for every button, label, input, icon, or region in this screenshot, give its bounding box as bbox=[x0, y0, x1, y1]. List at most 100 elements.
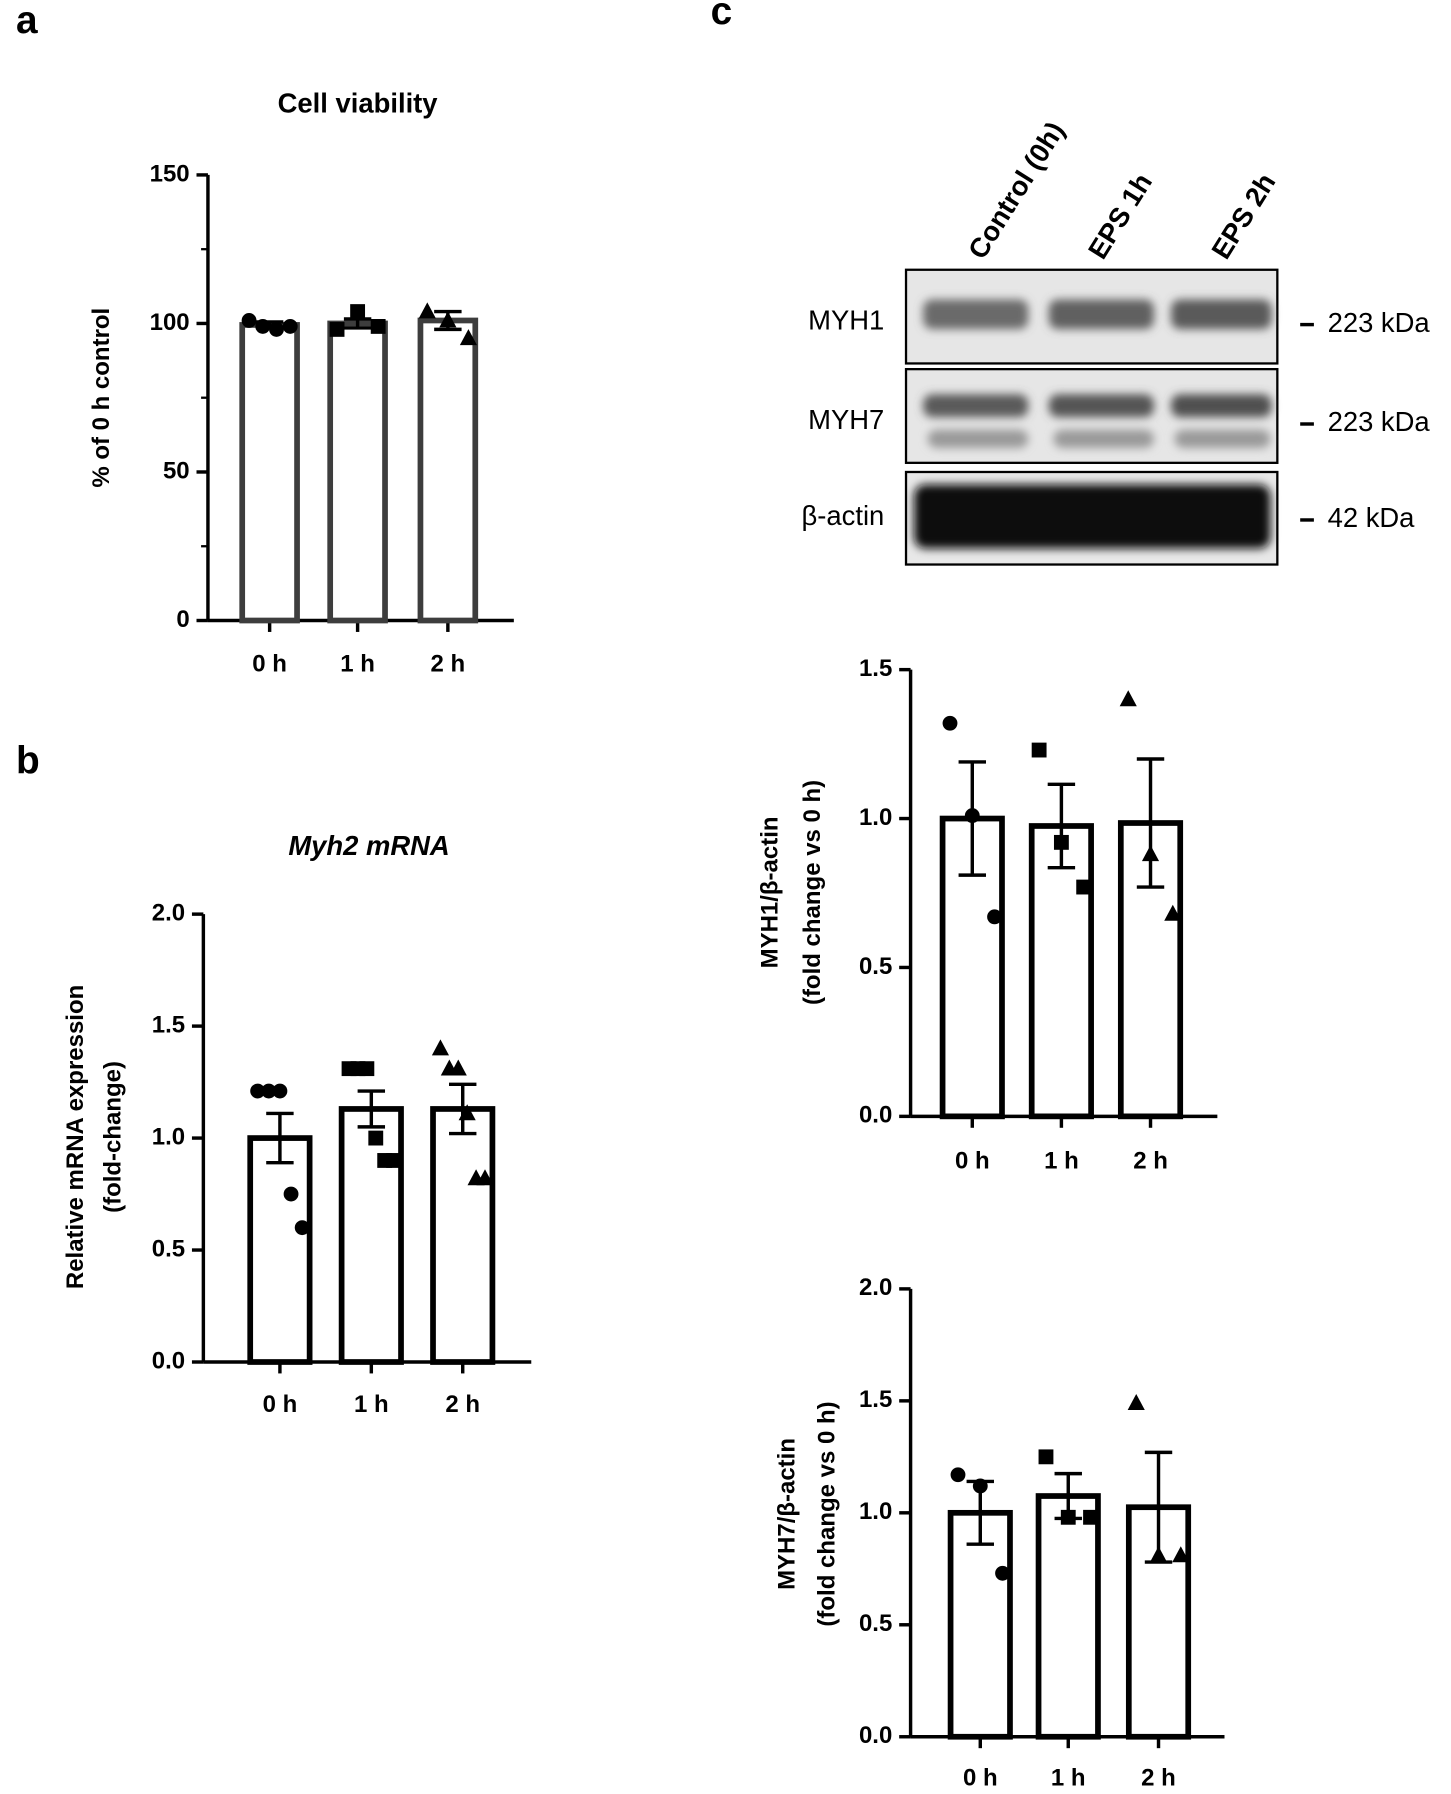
x-tick-label: 2 h bbox=[445, 1391, 480, 1418]
y-tick-label: 50 bbox=[163, 457, 190, 484]
bar bbox=[1028, 823, 1094, 1120]
data-point bbox=[269, 321, 284, 337]
panel-label: a bbox=[16, 0, 38, 42]
data-point bbox=[431, 1039, 450, 1056]
band-size: 223 kDa bbox=[1328, 307, 1431, 338]
x-tick-label: 0 h bbox=[955, 1147, 990, 1174]
y-tick-label: 2.0 bbox=[859, 1274, 892, 1301]
y-tick-label: 0.5 bbox=[859, 953, 892, 980]
lane-label: EPS 1h bbox=[1082, 168, 1158, 265]
data-point bbox=[255, 318, 271, 334]
data-point bbox=[476, 1169, 494, 1186]
data-point bbox=[1119, 690, 1137, 707]
chart-title: Cell viability bbox=[278, 87, 439, 118]
y-axis-label: MYH7/β-actin bbox=[774, 1438, 801, 1590]
y-axis-label: % of 0 h control bbox=[88, 308, 115, 488]
data-point bbox=[987, 909, 1002, 925]
band bbox=[1053, 429, 1154, 448]
y-tick-label: 150 bbox=[150, 160, 190, 187]
bar bbox=[327, 320, 388, 624]
band-name: MYH7 bbox=[808, 404, 884, 435]
y-tick-label: 0 bbox=[176, 606, 189, 633]
data-point bbox=[995, 1565, 1010, 1581]
band-size: 42 kDa bbox=[1328, 502, 1416, 533]
y-tick-label: 0.5 bbox=[859, 1610, 892, 1637]
panel-label: b bbox=[16, 740, 40, 783]
error-bar bbox=[266, 1111, 294, 1165]
error-bar bbox=[449, 1082, 477, 1136]
bar bbox=[430, 1106, 496, 1365]
x-tick-label: 2 h bbox=[431, 650, 466, 677]
data-point bbox=[368, 1130, 384, 1146]
data-point bbox=[1031, 742, 1047, 758]
band bbox=[1048, 394, 1154, 418]
y-axis-label: (fold change vs 0 h) bbox=[814, 1401, 841, 1626]
y-tick-label: 2.0 bbox=[152, 899, 185, 926]
data-point bbox=[241, 313, 257, 328]
band bbox=[923, 299, 1029, 330]
error-bar bbox=[357, 1089, 386, 1129]
y-tick-label: 1.0 bbox=[859, 1498, 892, 1525]
bar bbox=[338, 1106, 404, 1365]
data-point bbox=[1172, 1546, 1190, 1563]
blot-bands bbox=[914, 299, 1272, 549]
data-point bbox=[1127, 1393, 1145, 1410]
lane-label: EPS 2h bbox=[1205, 168, 1281, 265]
y-tick-label: 1.0 bbox=[859, 804, 892, 831]
band bbox=[1171, 299, 1272, 330]
data-point bbox=[250, 1083, 266, 1099]
data-point bbox=[964, 808, 980, 823]
bar bbox=[1035, 1493, 1101, 1740]
data-point bbox=[1141, 845, 1160, 862]
data-point bbox=[1164, 904, 1182, 921]
data-point bbox=[418, 302, 436, 319]
data-point bbox=[1149, 1546, 1168, 1563]
lane-label: Control (0h) bbox=[962, 116, 1071, 264]
y-tick-label: 0.5 bbox=[152, 1235, 185, 1262]
y-axis-label: (fold change vs 0 h) bbox=[799, 780, 826, 1005]
band bbox=[1048, 299, 1154, 330]
data-point bbox=[386, 1153, 402, 1168]
band-name: MYH1 bbox=[808, 305, 884, 336]
data-point bbox=[1053, 834, 1069, 850]
band bbox=[927, 429, 1029, 448]
data-point bbox=[439, 311, 457, 328]
data-point bbox=[1083, 1509, 1098, 1525]
y-tick-label: 1.5 bbox=[859, 1386, 892, 1413]
data-point bbox=[1038, 1449, 1054, 1465]
error-bar bbox=[1136, 757, 1165, 889]
data-point bbox=[459, 329, 478, 346]
band bbox=[914, 484, 1271, 549]
bar bbox=[239, 322, 300, 624]
data-point bbox=[1076, 879, 1092, 895]
y-tick-label: 1.5 bbox=[152, 1011, 185, 1038]
band-name: β-actin bbox=[802, 500, 885, 531]
data-point bbox=[942, 715, 958, 731]
band bbox=[1171, 394, 1272, 418]
bar bbox=[417, 317, 479, 624]
data-point bbox=[972, 1478, 988, 1494]
data-point bbox=[294, 1220, 310, 1236]
y-tick-label: 100 bbox=[150, 309, 190, 336]
bar bbox=[947, 1509, 1013, 1740]
band bbox=[1174, 429, 1271, 448]
chart-title: Myh2 mRNA bbox=[288, 830, 449, 861]
data-point bbox=[261, 1083, 277, 1099]
data-point bbox=[449, 1059, 467, 1076]
x-tick-label: 1 h bbox=[1051, 1764, 1086, 1791]
y-tick-label: 0.0 bbox=[859, 1102, 892, 1129]
x-tick-label: 2 h bbox=[1133, 1147, 1168, 1174]
data-point bbox=[359, 1061, 375, 1077]
y-tick-label: 1.5 bbox=[859, 655, 892, 682]
x-tick-label: 1 h bbox=[1044, 1147, 1079, 1174]
x-tick-label: 0 h bbox=[963, 1764, 998, 1791]
x-tick-label: 1 h bbox=[340, 650, 375, 677]
y-axis-label: (fold-change) bbox=[100, 1061, 127, 1213]
y-tick-label: 1.0 bbox=[152, 1123, 185, 1150]
y-tick-label: 0.0 bbox=[859, 1722, 892, 1749]
data-point bbox=[283, 1186, 299, 1202]
bar bbox=[247, 1135, 313, 1365]
y-tick-label: 0.0 bbox=[152, 1347, 185, 1374]
panel-label: c bbox=[711, 0, 733, 33]
